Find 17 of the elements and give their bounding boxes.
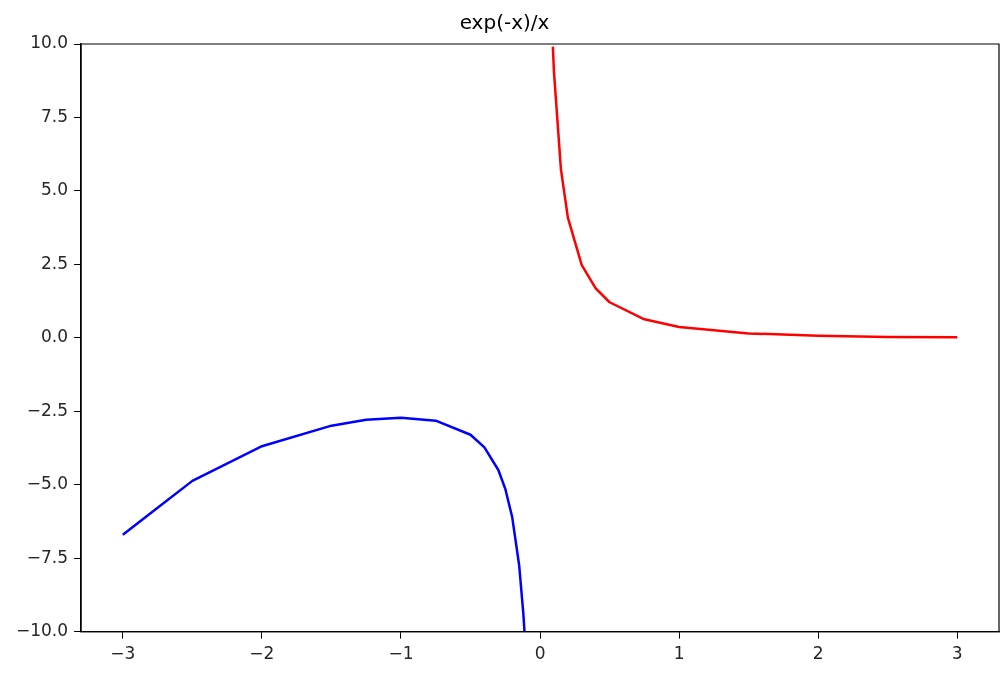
y-tick-label: 0.0 bbox=[41, 326, 69, 347]
y-tick-label: −7.5 bbox=[26, 546, 69, 567]
y-tick-label: 7.5 bbox=[41, 105, 69, 126]
chart-title: exp(-x)/x bbox=[459, 10, 550, 35]
x-tick-label: −2 bbox=[249, 643, 275, 664]
x-tick-label: 1 bbox=[673, 643, 685, 664]
y-tick-label: 10.0 bbox=[30, 32, 69, 53]
x-tick-label: 3 bbox=[951, 643, 963, 664]
y-tick-label: −10.0 bbox=[15, 620, 69, 641]
y-tick-label: −5.0 bbox=[26, 473, 69, 494]
x-tick-label: −3 bbox=[110, 643, 136, 664]
y-tick-label: 5.0 bbox=[41, 179, 69, 200]
x-tick-label: −1 bbox=[388, 643, 414, 664]
x-tick-label: 2 bbox=[812, 643, 824, 664]
x-tick-label: 0 bbox=[534, 643, 546, 664]
y-tick-label: −2.5 bbox=[26, 399, 69, 420]
y-tick-label: 2.5 bbox=[41, 252, 69, 273]
